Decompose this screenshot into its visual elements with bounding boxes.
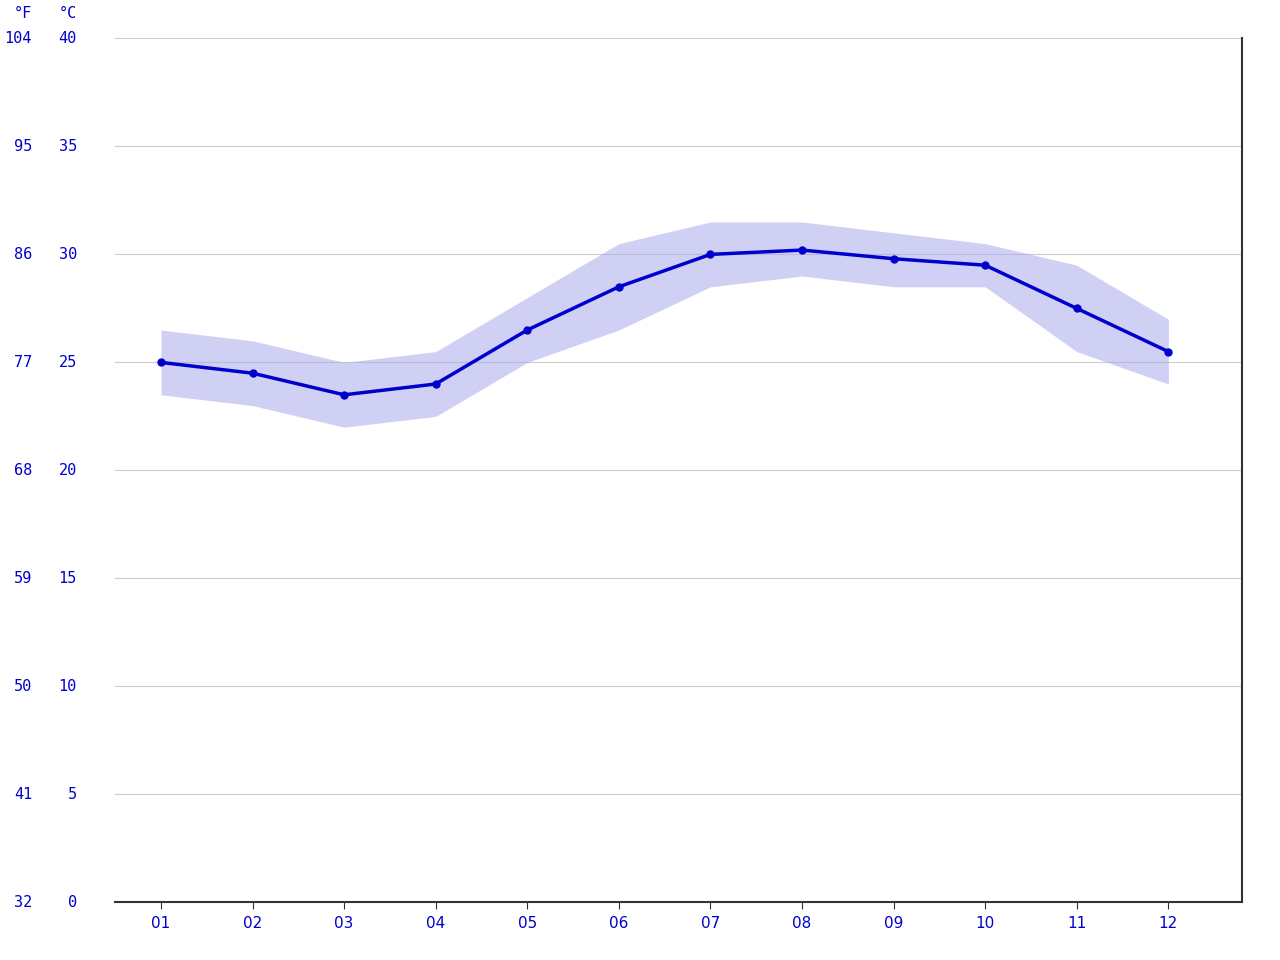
Text: 59: 59 bbox=[14, 571, 32, 586]
Text: 10: 10 bbox=[59, 679, 77, 694]
Text: °C: °C bbox=[59, 6, 77, 21]
Text: 0: 0 bbox=[68, 895, 77, 910]
Text: 32: 32 bbox=[14, 895, 32, 910]
Text: 41: 41 bbox=[14, 787, 32, 802]
Text: 68: 68 bbox=[14, 463, 32, 478]
Text: 5: 5 bbox=[68, 787, 77, 802]
Text: 104: 104 bbox=[5, 31, 32, 46]
Text: 86: 86 bbox=[14, 247, 32, 262]
Text: 40: 40 bbox=[59, 31, 77, 46]
Text: 77: 77 bbox=[14, 355, 32, 370]
Text: 20: 20 bbox=[59, 463, 77, 478]
Text: °F: °F bbox=[14, 6, 32, 21]
Text: 35: 35 bbox=[59, 139, 77, 154]
Text: 50: 50 bbox=[14, 679, 32, 694]
Text: 30: 30 bbox=[59, 247, 77, 262]
Text: 95: 95 bbox=[14, 139, 32, 154]
Text: 15: 15 bbox=[59, 571, 77, 586]
Text: 25: 25 bbox=[59, 355, 77, 370]
